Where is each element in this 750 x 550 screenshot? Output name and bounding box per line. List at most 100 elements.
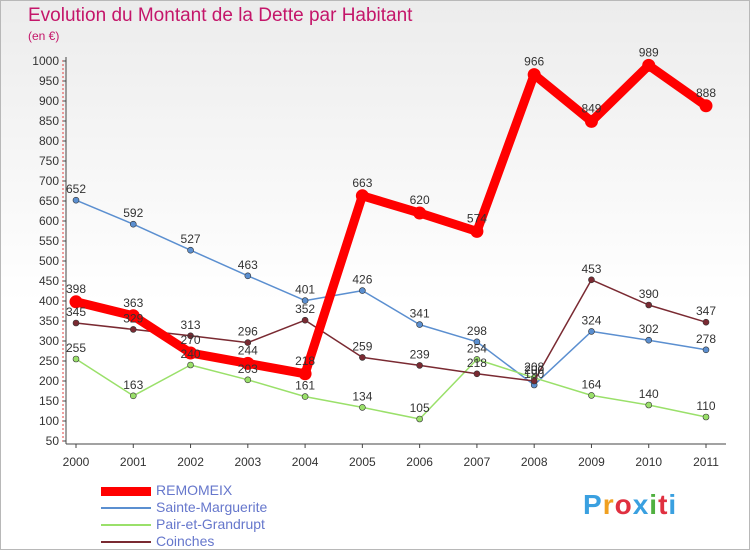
y-minor-tick xyxy=(62,236,64,238)
data-label: 849 xyxy=(581,101,601,115)
legend-swatch xyxy=(101,486,151,496)
y-minor-tick xyxy=(62,184,64,186)
y-minor-tick xyxy=(62,92,64,94)
y-minor-tick xyxy=(62,376,64,378)
legend-label: Sainte-Marguerite xyxy=(156,499,268,515)
y-minor-tick xyxy=(62,168,64,170)
y-minor-tick xyxy=(62,308,64,310)
y-minor-tick xyxy=(62,132,64,134)
y-minor-tick xyxy=(62,88,64,90)
data-point xyxy=(702,318,710,326)
data-point xyxy=(642,58,656,72)
y-minor-tick xyxy=(62,336,64,338)
data-point xyxy=(702,413,710,421)
data-point xyxy=(588,328,595,335)
y-tick-label: 950 xyxy=(39,74,59,88)
data-label: 574 xyxy=(467,211,487,225)
data-label: 324 xyxy=(581,313,601,327)
y-tick-label: 150 xyxy=(39,394,59,408)
y-minor-tick xyxy=(62,332,64,334)
y-tick-label: 450 xyxy=(39,274,59,288)
x-tick-label: 2004 xyxy=(292,455,319,469)
y-minor-tick xyxy=(62,224,64,226)
y-minor-tick xyxy=(62,108,64,110)
y-minor-tick xyxy=(62,176,64,178)
data-point xyxy=(355,189,369,203)
y-minor-tick xyxy=(62,388,64,390)
data-label: 313 xyxy=(181,318,201,332)
data-label: 345 xyxy=(66,305,86,319)
data-point xyxy=(699,99,713,113)
y-minor-tick xyxy=(62,76,64,78)
series-sainte-marguerite xyxy=(72,196,710,389)
x-tick-label: 2001 xyxy=(120,455,147,469)
y-minor-tick xyxy=(62,368,64,370)
logo-letter: r xyxy=(602,489,615,520)
y-tick-label: 50 xyxy=(46,434,60,448)
y-minor-tick xyxy=(62,112,64,114)
y-minor-tick xyxy=(62,84,64,86)
data-label: 620 xyxy=(410,193,430,207)
data-point xyxy=(301,393,309,400)
data-label: 270 xyxy=(181,333,201,347)
data-point xyxy=(244,272,252,280)
data-point xyxy=(126,309,140,323)
data-label: 453 xyxy=(581,262,601,276)
data-point xyxy=(473,338,481,346)
y-minor-tick xyxy=(62,348,64,350)
y-minor-tick xyxy=(62,412,64,414)
y-minor-tick xyxy=(62,384,64,386)
data-point xyxy=(72,319,80,327)
data-point xyxy=(413,206,427,220)
data-label: 190 xyxy=(524,367,544,381)
data-label: 298 xyxy=(467,324,487,338)
data-point xyxy=(645,301,653,309)
y-minor-tick xyxy=(62,284,64,286)
x-tick-label: 2008 xyxy=(521,455,548,469)
y-tick-label: 900 xyxy=(39,94,59,108)
x-tick-label: 2007 xyxy=(464,455,491,469)
y-minor-tick xyxy=(62,136,64,138)
y-minor-tick xyxy=(62,196,64,198)
y-tick-label: 350 xyxy=(39,314,59,328)
y-minor-tick xyxy=(62,396,64,398)
data-point xyxy=(69,295,83,309)
x-tick-label: 2010 xyxy=(635,455,662,469)
data-label: 110 xyxy=(696,399,715,413)
data-label: 592 xyxy=(123,206,143,220)
y-minor-tick xyxy=(62,312,64,314)
data-point xyxy=(244,376,252,384)
data-point xyxy=(584,114,598,128)
logo-letter: P xyxy=(583,489,603,520)
y-minor-tick xyxy=(62,228,64,230)
y-minor-tick xyxy=(62,124,64,126)
chart-axes: 50 100 150 200 250 300 350 400 450 500 550 600 650 70… xyxy=(32,54,726,469)
data-point xyxy=(416,321,423,328)
data-point xyxy=(527,68,541,82)
y-minor-tick xyxy=(62,212,64,214)
legend-label: Coinches xyxy=(156,533,215,549)
logo-letter: o xyxy=(614,489,633,520)
y-minor-tick xyxy=(62,344,64,346)
data-point xyxy=(645,336,653,344)
chart-title: Evolution du Montant de la Dette par Hab… xyxy=(28,5,413,26)
y-minor-tick xyxy=(62,188,64,190)
logo-letter: i xyxy=(649,489,659,520)
x-tick-label: 2003 xyxy=(234,455,261,469)
y-tick-label: 400 xyxy=(39,294,59,308)
data-point xyxy=(72,355,80,363)
series-pair-et-grandrupt xyxy=(72,355,710,423)
data-point xyxy=(359,404,366,411)
y-minor-tick xyxy=(62,276,64,278)
data-label: 240 xyxy=(181,347,201,361)
y-minor-tick xyxy=(62,104,64,106)
data-point xyxy=(187,361,194,369)
data-label: 254 xyxy=(467,341,487,355)
data-label: 527 xyxy=(181,232,201,246)
y-minor-tick xyxy=(62,292,64,294)
y-minor-tick xyxy=(62,204,64,206)
data-point xyxy=(473,370,481,378)
y-tick-label: 200 xyxy=(39,374,59,388)
y-tick-label: 300 xyxy=(39,334,59,348)
